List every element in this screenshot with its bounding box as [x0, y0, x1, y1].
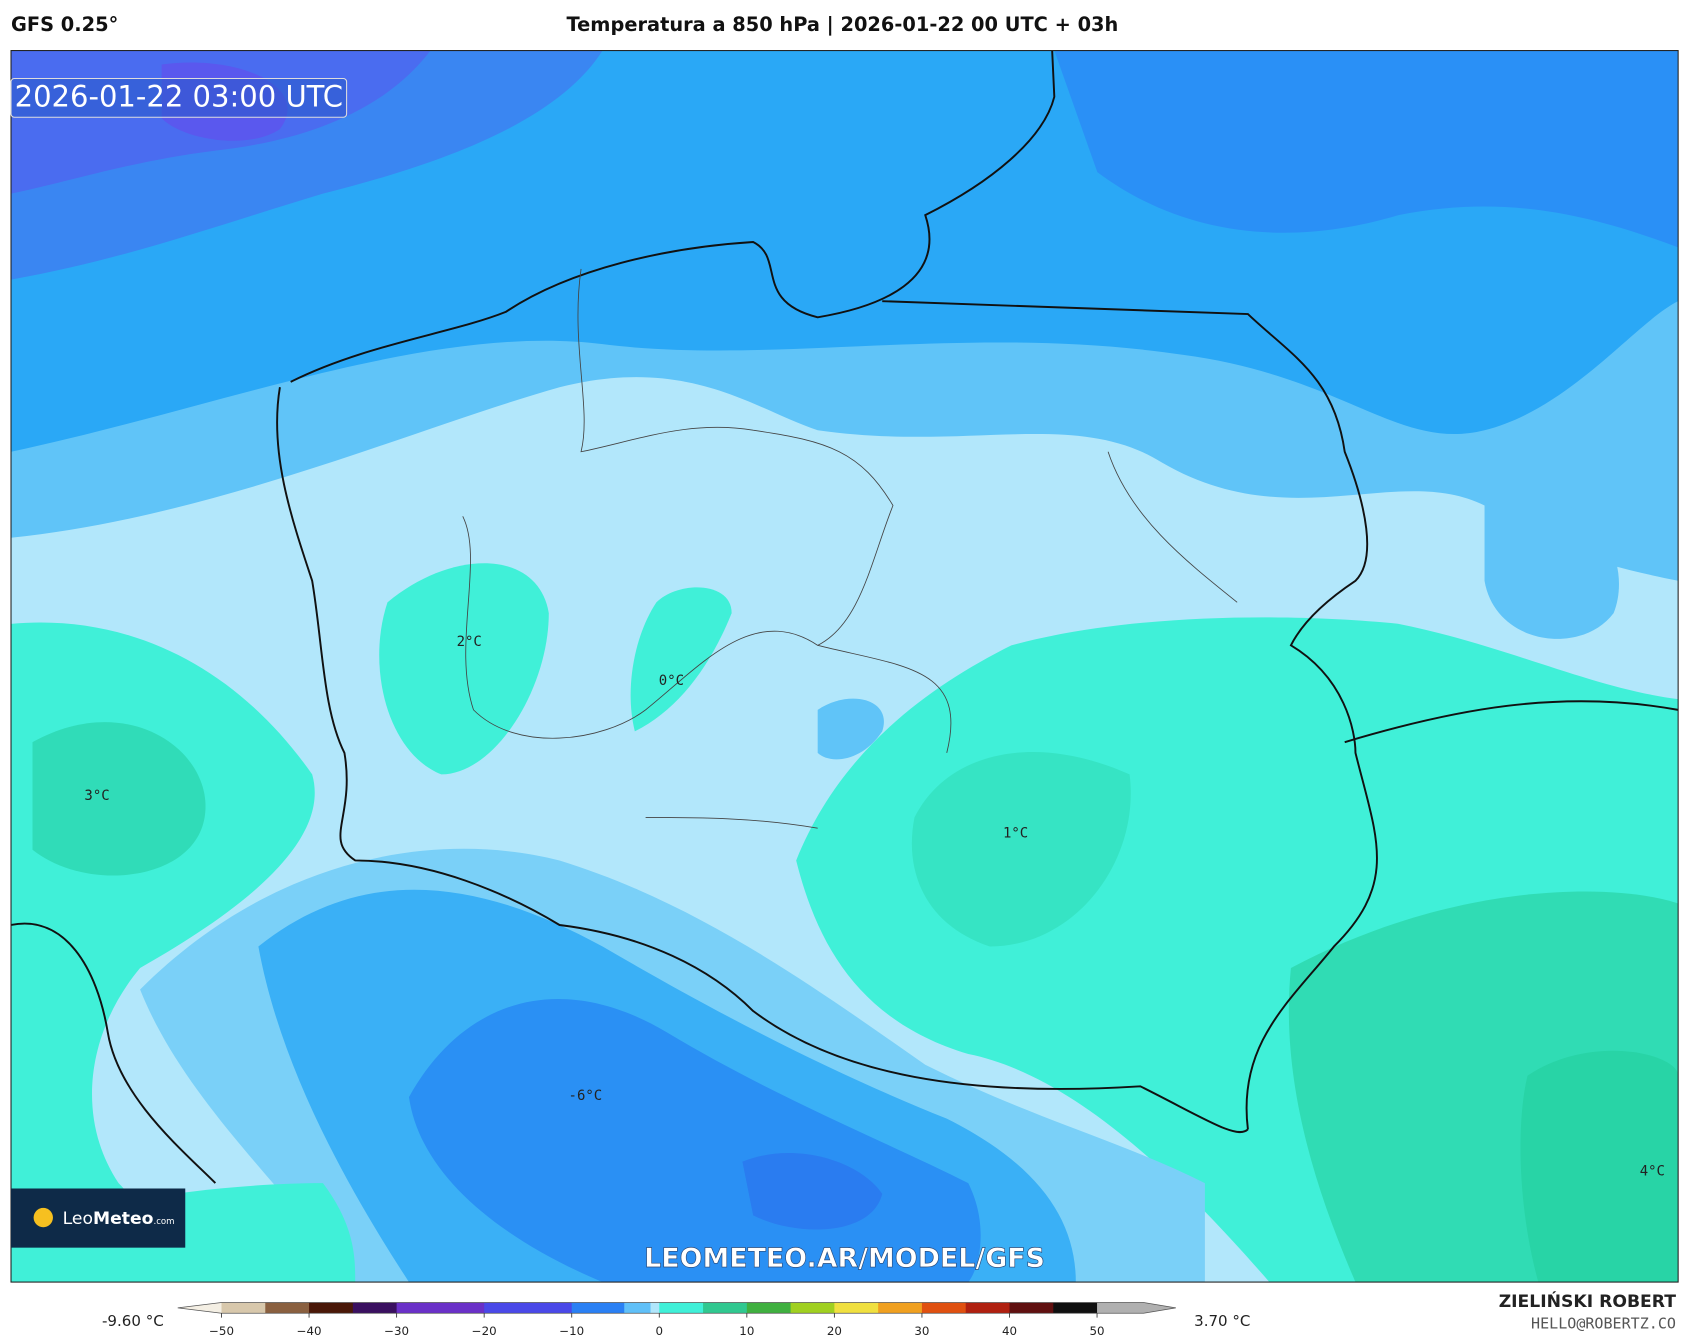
colorbar-segment: [309, 1302, 354, 1314]
field: [32, 722, 206, 876]
field: [379, 563, 549, 775]
colorbar-max-label: 3.70 °C: [1194, 1312, 1250, 1330]
colorbar-segment: [265, 1302, 310, 1314]
colorbar-segment: [878, 1302, 923, 1314]
colorbar-segment: [921, 1302, 967, 1314]
timestamp: 2026-01-22 03:00 UTC: [15, 79, 343, 113]
contour-label: 0°C: [659, 673, 684, 689]
colorbar-segment: [746, 1302, 792, 1314]
timestamp-box: [10, 77, 348, 118]
map-frame: [10, 50, 1679, 1283]
contour-label: -6°C: [569, 1088, 603, 1104]
colorbar-segment: [790, 1302, 835, 1314]
field: [1054, 50, 1679, 248]
colorbar-tick-label: −30: [384, 1324, 409, 1338]
logo-name-bold: Meteo: [93, 1209, 154, 1229]
colorbar-tick-label: 10: [739, 1324, 754, 1338]
coastline: [11, 50, 1679, 1184]
email: HELLO@ROBERTZ.CO: [1531, 1314, 1676, 1332]
logo-name: Leo: [63, 1209, 93, 1229]
contour-label: 2°C: [457, 634, 482, 650]
contour-label: 4°C: [1640, 1163, 1665, 1179]
field: [742, 1152, 883, 1230]
colorbar-segment: [484, 1302, 573, 1314]
colorbar-min-label: -9.60 °C: [102, 1312, 164, 1330]
field: [911, 752, 1131, 947]
colorbar-segment: [624, 1302, 652, 1314]
colorbar-tick-label: 40: [1002, 1324, 1017, 1338]
colorbar-tick-label: 0: [656, 1324, 664, 1338]
contour-label: 1°C: [1003, 826, 1028, 842]
colorbar-segment: [965, 1302, 1011, 1314]
colorbar-segment: [659, 1302, 704, 1314]
model-name: GFS 0.25°: [11, 13, 118, 36]
colorbar-segment: [571, 1302, 625, 1314]
colorbar-tick-label: 50: [1090, 1324, 1105, 1338]
page-title: Temperatura a 850 hPa | 2026-01-22 00 UT…: [567, 13, 1119, 36]
map: 2026-01-22 03:00 UTC 2°C 0°C 3°C 1°C -6°…: [10, 50, 1679, 1283]
colorbar-segment: [1009, 1302, 1054, 1314]
colorbar-segment: [177, 1302, 222, 1314]
contour-label: 3°C: [84, 788, 109, 804]
watermark: LEOMETEO.AR/MODEL/GFS: [644, 1243, 1045, 1274]
colorbar-tick-label: 20: [827, 1324, 842, 1338]
colorbar-segment: [834, 1302, 879, 1314]
colorbar-segment: [396, 1302, 485, 1314]
field: [630, 587, 732, 732]
field: [1484, 498, 1619, 639]
logo-suffix: .com: [153, 1217, 174, 1227]
colorbar-segment: [1053, 1302, 1098, 1314]
colorbar-tick-label: −50: [209, 1324, 234, 1338]
logo-text: LeoMeteo.com: [63, 1209, 175, 1229]
colorbar-segment: [221, 1302, 266, 1314]
border: [462, 268, 1238, 829]
colorbar-tick-label: −20: [472, 1324, 497, 1338]
colorbar-segment: [650, 1302, 660, 1314]
colorbar: -9.60 °C 3.70 °C −50 −40 −30 −20 −10 0 10 20 30 4…: [102, 1302, 1250, 1338]
author: ZIELIŃSKI ROBERT: [1499, 1290, 1677, 1312]
field: [817, 698, 884, 760]
colorbar-tick-label: −40: [297, 1324, 322, 1338]
colorbar-segment: [352, 1302, 398, 1314]
field: [1520, 1050, 1679, 1283]
colorbar-segment: [703, 1302, 748, 1314]
colorbar-segment: [1097, 1302, 1176, 1314]
colorbar-tick-label: 30: [914, 1324, 929, 1338]
colorbar-tick-label: −10: [559, 1324, 584, 1338]
logo-sun: [33, 1207, 53, 1228]
